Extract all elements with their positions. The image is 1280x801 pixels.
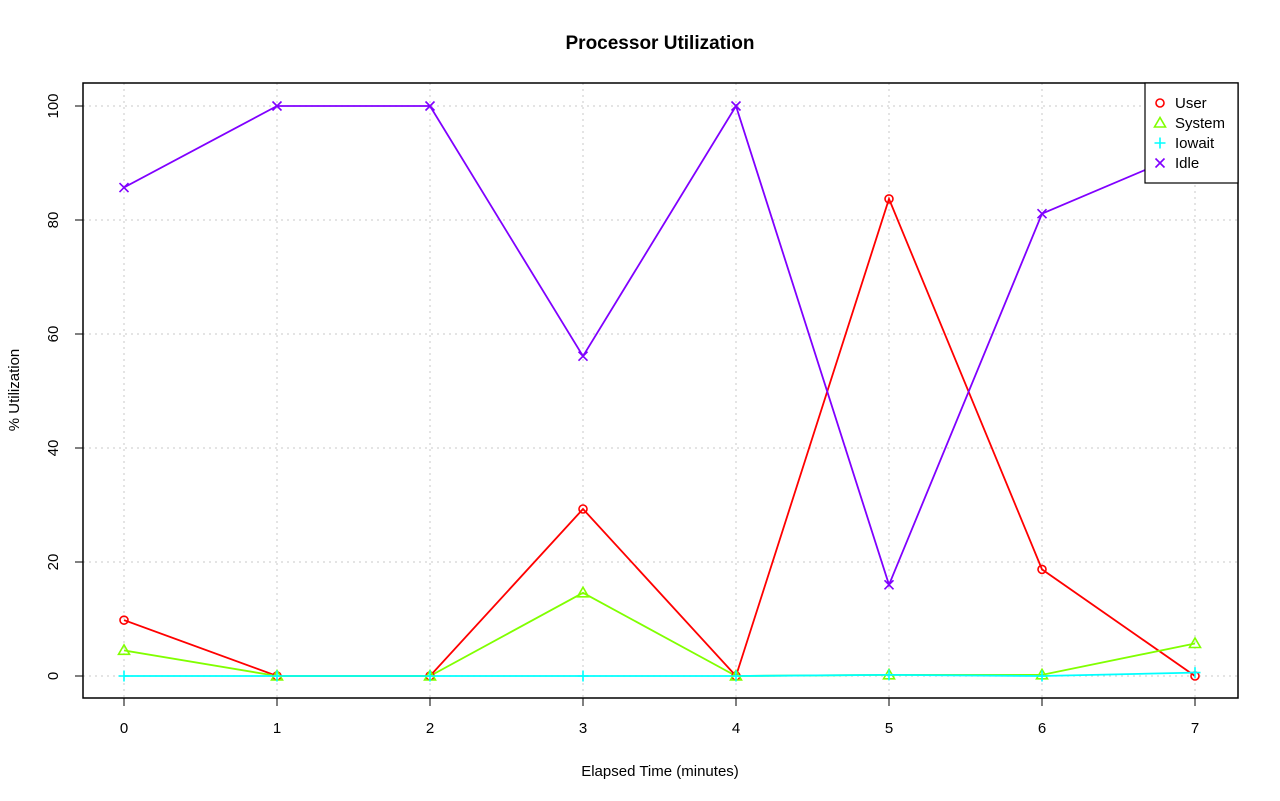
x-tick-label: 2 <box>426 720 434 737</box>
y-tick-label: 40 <box>45 440 62 457</box>
x-axis: 0 1 2 3 4 5 6 7 <box>120 698 1199 737</box>
data-point-user <box>1037 564 1047 575</box>
legend-label-user: User <box>1175 95 1207 112</box>
series-line-user <box>123 196 1196 678</box>
data-point-idle <box>577 351 589 362</box>
y-tick-label: 100 <box>45 93 62 118</box>
y-tick-label: 60 <box>45 326 62 343</box>
x-tick-label: 0 <box>120 720 128 737</box>
data-point-system <box>576 585 590 598</box>
legend-item-user: User <box>1155 95 1207 112</box>
data-point-iowait <box>577 670 589 682</box>
data-point-iowait <box>1036 670 1048 682</box>
legend-marker-user <box>1155 98 1165 108</box>
data-point-iowait <box>883 669 895 681</box>
data-point-idle <box>883 579 895 590</box>
legend-item-idle: Idle <box>1154 155 1199 172</box>
data-point-iowait <box>424 670 436 682</box>
data-point-user <box>578 504 588 514</box>
series-line-idle <box>123 103 1196 588</box>
data-point-idle <box>1036 208 1048 219</box>
legend-marker-iowait <box>1154 137 1166 149</box>
data-point-user <box>119 615 129 625</box>
legend-item-system: System <box>1153 115 1225 132</box>
x-axis-label: Elapsed Time (minutes) <box>581 763 739 780</box>
legend-marker-idle <box>1154 157 1166 169</box>
y-axis: 0 20 40 60 80 100 <box>45 93 83 680</box>
series-lines <box>123 103 1196 678</box>
data-point-iowait <box>271 670 283 682</box>
y-tick-label: 80 <box>45 212 62 229</box>
legend-item-iowait: Iowait <box>1154 135 1215 152</box>
legend-label-iowait: Iowait <box>1175 135 1215 152</box>
data-point-iowait <box>730 670 742 682</box>
x-tick-label: 1 <box>273 720 281 737</box>
data-point-idle <box>271 100 283 112</box>
series-line-iowait <box>124 671 1196 677</box>
x-tick-label: 4 <box>732 720 740 737</box>
data-point-iowait <box>118 670 130 682</box>
plot-area-frame <box>82 82 1239 699</box>
data-markers <box>117 100 1202 682</box>
legend: User System Iowait Idle <box>1144 82 1239 184</box>
chart-title: Processor Utilization <box>566 33 755 54</box>
series-line-system <box>123 591 1196 677</box>
data-point-system <box>1188 636 1202 649</box>
x-tick-label: 6 <box>1038 720 1046 737</box>
x-tick-label: 7 <box>1191 720 1199 737</box>
y-tick-label: 20 <box>45 554 62 571</box>
x-tick-label: 3 <box>579 720 587 737</box>
grid-lines <box>83 83 1238 698</box>
y-axis-label: % Utilization <box>6 349 23 432</box>
data-point-system <box>117 643 131 656</box>
legend-label-system: System <box>1175 115 1225 132</box>
x-tick-label: 5 <box>885 720 893 737</box>
data-point-idle <box>730 100 742 112</box>
legend-label-idle: Idle <box>1175 155 1199 172</box>
data-point-idle <box>424 100 436 112</box>
data-point-user <box>884 194 894 204</box>
y-tick-label: 0 <box>45 672 62 680</box>
legend-marker-system <box>1153 115 1167 128</box>
data-point-iowait <box>1189 667 1201 679</box>
data-point-idle <box>118 182 130 193</box>
